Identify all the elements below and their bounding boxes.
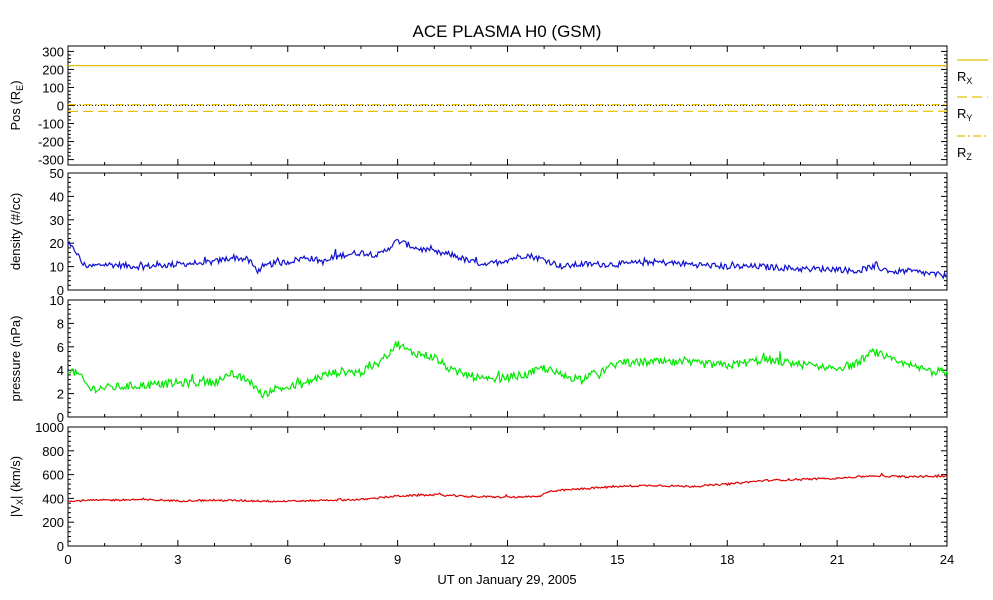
y-tick-label: 300 [42,44,64,59]
panel-3: 10 8 6 4 2 0 pressure (nPa) [8,293,948,425]
y-tick-label: 1000 [35,420,64,435]
y-tick-label: 20 [50,236,64,251]
y-tick-label: 400 [42,491,64,506]
y-tick-label: 0 [57,99,64,114]
y-tick-label: 4 [57,363,64,378]
x-axis-label: UT on January 29, 2005 [437,572,576,587]
series-density-line [67,238,948,280]
legend-label: RX [957,69,972,86]
y-tick-label: 10 [50,260,64,275]
plot-frame [67,299,948,418]
panel-1: 300 200 100 0 -100 -200 -300 Pos (RE) RX RY RZ [8,44,988,168]
y-tick-label: 30 [50,213,64,228]
x-tick-label: 3 [174,552,181,567]
x-tick-label: 18 [720,552,734,567]
plot-frame [67,426,948,547]
y-tick-label: 2 [57,387,64,402]
series-pressure-line [68,340,948,399]
y-axis-label: density (#/cc) [8,193,23,270]
series-vx-line [67,472,947,503]
legend-label: RZ [957,145,972,162]
legend-label: RY [957,106,972,123]
y-axis-label: |VX| (km/s) [8,456,25,517]
panel-4: 1000 800 600 400 200 00 3 6 9 12 15 18 21 24 |VX| (km/… [8,420,954,567]
y-axis-label: Pos (RE) [8,80,25,130]
y-tick-label: -200 [38,135,64,150]
y-tick-label: 100 [42,80,64,95]
y-tick-label: -100 [38,117,64,132]
y-tick-label: 600 [42,468,64,483]
x-tick-label: 6 [284,552,291,567]
y-tick-label: 200 [42,515,64,530]
y-tick-label: -300 [38,153,64,168]
x-tick-label: 12 [500,552,514,567]
y-tick-label: 0 [57,410,64,425]
y-tick-label: 10 [50,293,64,308]
y-axis-label: pressure (nPa) [8,316,23,402]
chart-title: ACE PLASMA H0 (GSM) [413,22,602,41]
x-tick-label: 21 [830,552,844,567]
x-tick-label: 0 [64,552,71,567]
x-tick-label: 24 [940,552,954,567]
y-tick-label: 50 [50,166,64,181]
y-tick-label: 0 [57,283,64,298]
y-tick-label: 0 [57,539,64,554]
x-tick-label: 15 [610,552,624,567]
x-tick-label: 9 [394,552,401,567]
y-tick-label: 40 [50,189,64,204]
y-tick-label: 800 [42,444,64,459]
y-tick-label: 8 [57,316,64,331]
y-tick-label: 6 [57,340,64,355]
plot-frame [67,172,948,291]
y-tick-label: 200 [42,62,64,77]
panel-2: 50 40 30 20 10 0 density (#/cc) [8,166,948,298]
